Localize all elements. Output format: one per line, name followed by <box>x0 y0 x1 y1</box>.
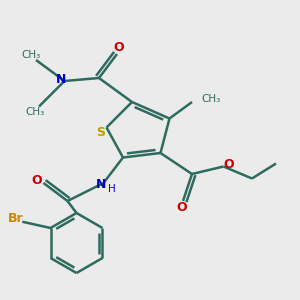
Text: O: O <box>224 158 234 171</box>
Text: S: S <box>96 125 105 139</box>
Text: Br: Br <box>8 212 24 226</box>
Text: O: O <box>176 201 187 214</box>
Text: CH₃: CH₃ <box>201 94 220 104</box>
Text: O: O <box>113 41 124 54</box>
Text: N: N <box>96 178 106 191</box>
Text: H: H <box>108 184 116 194</box>
Text: O: O <box>32 173 42 187</box>
Text: CH₃: CH₃ <box>22 50 41 60</box>
Text: N: N <box>56 73 67 86</box>
Text: CH₃: CH₃ <box>25 107 44 117</box>
